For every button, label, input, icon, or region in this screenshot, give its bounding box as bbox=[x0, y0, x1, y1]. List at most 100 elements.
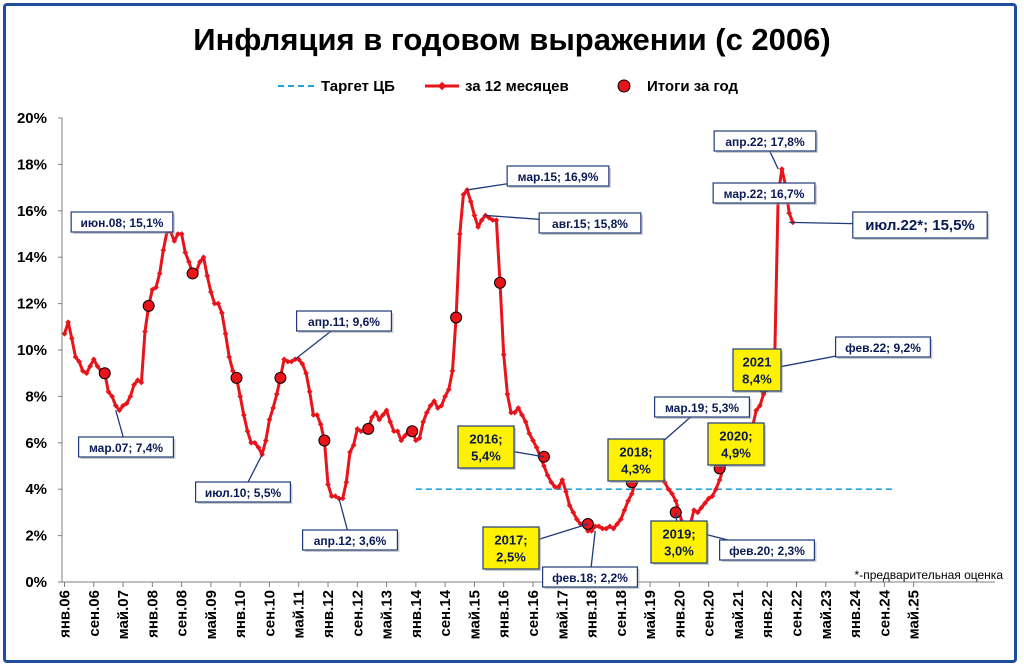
annotation-box bbox=[538, 212, 642, 234]
x-tick-label: май.19 bbox=[642, 590, 659, 639]
series-point-12m bbox=[672, 497, 679, 504]
series-point-12m bbox=[691, 507, 697, 513]
annotation-label: 2017; 2,5% bbox=[494, 533, 527, 565]
series-point-12m bbox=[713, 486, 719, 493]
series-point-12m bbox=[314, 412, 320, 418]
series-point-12m bbox=[709, 493, 716, 499]
x-tick-label: янв.20 bbox=[671, 590, 688, 638]
series-point-12m bbox=[178, 231, 185, 237]
x-tick-label: сен.16 bbox=[525, 590, 542, 637]
annotation-label: фев.20; 2,3% bbox=[729, 544, 805, 558]
series-point-12m bbox=[65, 319, 71, 325]
series-point-12m bbox=[413, 437, 419, 444]
series-point-12m bbox=[175, 231, 181, 237]
series-point-12m bbox=[248, 439, 254, 446]
series-point-12m bbox=[402, 433, 408, 439]
x-tick-label: сен.22 bbox=[789, 590, 806, 637]
x-tick-label: янв.12 bbox=[320, 590, 337, 638]
series-point-12m bbox=[603, 525, 610, 532]
series-point-12m bbox=[94, 363, 101, 370]
series-point-12m bbox=[431, 398, 437, 404]
series-point-12m bbox=[548, 479, 555, 486]
series-point-12m bbox=[471, 212, 478, 219]
series-point-12m bbox=[438, 402, 445, 409]
annual-dot bbox=[98, 367, 111, 380]
series-point-12m bbox=[197, 259, 203, 265]
x-tick-label: янв.10 bbox=[232, 590, 249, 638]
series-point-12m bbox=[281, 356, 287, 363]
annotation-label: июл.10; 5,5% bbox=[205, 486, 282, 500]
series-point-12m bbox=[614, 521, 620, 527]
series-point-12m bbox=[716, 477, 723, 483]
series-point-12m bbox=[376, 416, 383, 423]
series-point-12m bbox=[424, 409, 430, 416]
annual-dot bbox=[406, 425, 419, 438]
series-point-12m bbox=[391, 428, 397, 435]
series-point-12m bbox=[610, 525, 617, 532]
x-tick-label: янв.08 bbox=[144, 590, 161, 638]
series-point-12m bbox=[607, 523, 613, 530]
series-point-12m bbox=[515, 405, 522, 411]
series-point-12m bbox=[83, 370, 90, 377]
y-tick-label: 0% bbox=[25, 574, 47, 591]
series-point-12m bbox=[552, 484, 558, 490]
series-point-12m bbox=[559, 477, 566, 483]
series-point-12m bbox=[76, 358, 82, 365]
series-point-12m bbox=[343, 479, 350, 486]
footnote: *-предварительная оценка bbox=[855, 568, 1004, 582]
x-tick-label: сен.08 bbox=[174, 590, 191, 637]
series-point-12m bbox=[244, 428, 251, 435]
x-tick-label: май.13 bbox=[379, 590, 396, 639]
series-point-12m bbox=[456, 231, 463, 237]
series-point-12m bbox=[266, 416, 273, 423]
annotation-box bbox=[707, 422, 765, 466]
annotation-label: фев.22; 9,2% bbox=[845, 341, 921, 355]
series-point-12m bbox=[153, 284, 159, 291]
series-point-12m bbox=[387, 419, 394, 425]
x-tick-label: сен.18 bbox=[613, 590, 630, 637]
annotation-label: мар.15; 16,9% bbox=[518, 170, 599, 184]
series-point-12m bbox=[541, 463, 547, 469]
series-point-12m bbox=[566, 502, 573, 509]
series-point-12m bbox=[131, 381, 137, 388]
series-point-12m bbox=[138, 379, 145, 386]
series-point-12m bbox=[500, 351, 507, 358]
annotation-box bbox=[482, 526, 540, 570]
series-point-12m bbox=[237, 393, 244, 400]
series-point-12m bbox=[628, 491, 635, 497]
series-point-12m bbox=[79, 368, 86, 374]
series-point-12m bbox=[219, 310, 225, 316]
x-tick-label: сен.24 bbox=[876, 589, 893, 636]
series-point-12m bbox=[222, 330, 229, 337]
legend-label-target: Таргет ЦБ bbox=[321, 78, 395, 95]
series-point-12m bbox=[475, 224, 481, 230]
series-point-12m bbox=[134, 377, 141, 383]
series-point-12m bbox=[332, 493, 339, 499]
y-tick-label: 14% bbox=[17, 249, 47, 266]
series-point-12m bbox=[398, 437, 405, 444]
annual-dot bbox=[274, 371, 287, 384]
annotation-box bbox=[653, 396, 750, 418]
series-point-12m bbox=[270, 405, 276, 411]
series-point-12m bbox=[339, 495, 346, 502]
series-point-12m bbox=[299, 361, 306, 367]
series-point-12m bbox=[779, 166, 785, 172]
series-point-12m bbox=[702, 500, 708, 506]
axes: 0% 2% 4% 6% 8% 10% 12% 14% 16% 18% 20% янв.06 сен.06… bbox=[17, 110, 995, 639]
series-point-12m bbox=[519, 412, 525, 418]
series-point-12m bbox=[350, 442, 357, 448]
annotation-label: 2020; 4,9% bbox=[719, 429, 752, 461]
series-point-12m bbox=[753, 407, 760, 414]
series-point-12m bbox=[262, 437, 269, 444]
series-point-12m bbox=[460, 191, 467, 198]
annotation-label: 2016; 5,4% bbox=[469, 432, 502, 464]
x-tick-label: сен.10 bbox=[261, 590, 278, 637]
y-tick-label: 20% bbox=[17, 110, 47, 127]
series-point-12m bbox=[442, 393, 448, 400]
x-tick-label: май.21 bbox=[730, 590, 747, 639]
annual-dot bbox=[230, 371, 243, 384]
series-point-12m bbox=[288, 358, 295, 365]
series-point-12m bbox=[698, 504, 705, 511]
annotation-box bbox=[852, 211, 988, 239]
series-point-12m bbox=[555, 484, 562, 490]
